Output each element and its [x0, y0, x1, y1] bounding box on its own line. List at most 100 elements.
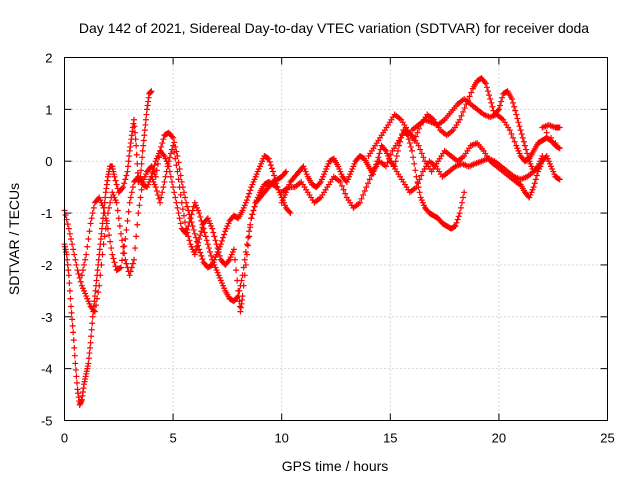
data-point [142, 121, 149, 128]
data-point [170, 134, 177, 141]
data-point [100, 241, 107, 248]
data-point [94, 295, 101, 302]
data-point [556, 145, 563, 152]
data-point [381, 146, 388, 153]
data-point [128, 264, 135, 271]
data-point [96, 282, 103, 289]
data-point [74, 267, 81, 274]
data-point [265, 155, 272, 162]
data-point [174, 168, 181, 175]
data-point [102, 194, 109, 201]
x-tick-label: 0 [61, 431, 68, 446]
data-point [102, 215, 109, 222]
data-point [138, 160, 145, 167]
data-point [210, 229, 217, 236]
data-point [125, 208, 132, 215]
data-point [556, 176, 563, 183]
data-point [250, 207, 257, 214]
data-point [187, 215, 194, 222]
data-point [77, 278, 84, 285]
data-point [115, 215, 122, 222]
data-point [119, 185, 126, 192]
data-point [455, 213, 462, 220]
data-point [66, 287, 73, 294]
data-point [182, 219, 189, 226]
data-point [126, 153, 133, 160]
data-point [72, 256, 79, 263]
data-point [215, 248, 222, 255]
data-point [230, 246, 237, 253]
data-point [487, 95, 494, 102]
data-point [164, 163, 171, 170]
data-point [94, 267, 101, 274]
data-point [512, 107, 519, 114]
data-point [106, 204, 113, 211]
data-point [176, 215, 183, 222]
data-point [458, 199, 465, 206]
data-point [116, 265, 123, 272]
data-point [89, 320, 96, 327]
data-point [122, 256, 129, 263]
data-point [251, 203, 258, 210]
data-point [62, 212, 69, 219]
data-point [208, 262, 215, 269]
data-point [70, 337, 77, 344]
data-point [75, 271, 82, 278]
data-point [122, 176, 129, 183]
data-point [264, 154, 271, 161]
data-point [418, 150, 425, 157]
data-point [406, 140, 413, 147]
data-point [283, 168, 290, 175]
data-point [149, 169, 156, 176]
y-axis-label: SDTVAR / TECUs [6, 183, 22, 295]
data-point [141, 132, 148, 139]
data-point [337, 178, 344, 185]
data-point [199, 256, 206, 263]
data-point [169, 133, 176, 140]
data-point [178, 178, 185, 185]
data-point [273, 183, 280, 190]
data-point [67, 295, 74, 302]
data-point [201, 229, 208, 236]
series-day-i [387, 155, 544, 196]
data-point [511, 138, 518, 145]
data-point [133, 233, 140, 240]
data-point [132, 136, 139, 143]
data-point [453, 219, 460, 226]
data-point [316, 180, 323, 187]
data-point [113, 199, 120, 206]
data-point [97, 272, 104, 279]
data-point [120, 250, 127, 257]
data-point [87, 339, 94, 346]
data-point [69, 322, 76, 329]
data-point [123, 172, 130, 179]
data-point [158, 143, 165, 150]
data-point [117, 230, 124, 237]
data-point [208, 252, 215, 259]
data-point [190, 226, 197, 233]
data-point [111, 173, 118, 180]
y-tick-label: -1 [41, 206, 53, 221]
data-point [70, 246, 77, 253]
data-point [246, 233, 253, 240]
data-point [91, 308, 98, 315]
y-tick-label: 0 [45, 154, 52, 169]
data-point [248, 215, 255, 222]
data-point [95, 256, 102, 263]
data-point [85, 360, 92, 367]
data-point [84, 243, 91, 250]
data-point [71, 344, 78, 351]
data-point [121, 180, 128, 187]
data-point [420, 154, 427, 161]
data-point [167, 173, 174, 180]
data-point [157, 199, 164, 206]
data-point [138, 167, 145, 174]
data-point [249, 211, 256, 218]
data-point [142, 116, 149, 123]
data-point [213, 241, 220, 248]
data-point [176, 184, 183, 191]
data-point [416, 189, 423, 196]
y-tick-label: 2 [45, 51, 52, 66]
data-point [81, 261, 88, 268]
data-point [393, 153, 400, 160]
